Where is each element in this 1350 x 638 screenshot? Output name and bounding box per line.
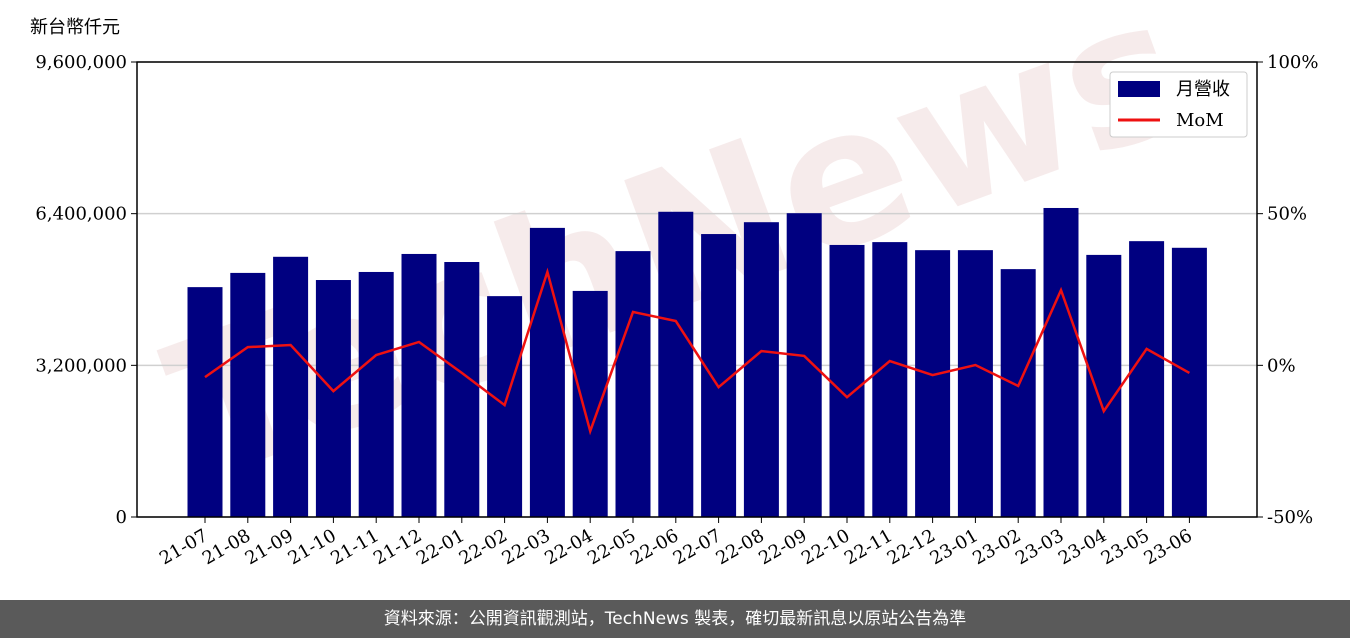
- x-tick-label: 22-01: [413, 525, 468, 569]
- legend-label: MoM: [1176, 110, 1224, 131]
- bar: [615, 251, 651, 517]
- y-tick-label: 0: [116, 507, 127, 528]
- bar: [1129, 241, 1165, 517]
- x-tick-label: 21-07: [156, 525, 211, 569]
- bar: [1043, 207, 1079, 517]
- x-tick-label: 23-05: [1098, 525, 1153, 569]
- x-tick-label: 22-09: [755, 525, 810, 569]
- x-tick-label: 21-12: [370, 525, 425, 569]
- y2-tick-label: 50%: [1267, 204, 1307, 225]
- y2-tick-label: -50%: [1267, 507, 1313, 528]
- x-tick-label: 22-04: [541, 525, 596, 569]
- x-tick-label: 21-08: [199, 525, 254, 569]
- x-tick-label: 23-04: [1055, 525, 1110, 569]
- x-tick-label: 23-01: [926, 525, 981, 569]
- y-axis-label: 新台幣仟元: [30, 17, 120, 38]
- x-tick-label: 21-11: [327, 525, 382, 569]
- legend-label: 月營收: [1176, 79, 1230, 100]
- y-tick-label: 9,600,000: [35, 52, 127, 73]
- footer: 資料來源：公開資訊觀測站，TechNews 製表，確切最新訊息以原站公告為準: [0, 600, 1350, 638]
- bar: [273, 256, 309, 517]
- x-tick-label: 23-03: [1012, 525, 1067, 569]
- x-tick-label: 22-10: [798, 525, 853, 569]
- bar: [230, 272, 266, 517]
- x-tick-label: 22-12: [884, 525, 939, 569]
- bar: [401, 253, 437, 517]
- bar: [358, 271, 394, 517]
- bar: [829, 244, 865, 517]
- bar: [786, 213, 822, 518]
- x-tick-label: 22-08: [712, 525, 767, 569]
- bar: [1171, 247, 1207, 517]
- y-tick-label: 6,400,000: [35, 204, 127, 225]
- x-tick-label: 22-07: [670, 525, 725, 569]
- x-tick-label: 23-06: [1140, 525, 1195, 569]
- x-tick-label: 22-11: [841, 525, 896, 569]
- bar: [187, 287, 223, 517]
- plot-frame: [136, 61, 1258, 518]
- bar: [957, 250, 993, 518]
- bar: [1086, 254, 1122, 517]
- y-tick-label: 3,200,000: [35, 355, 127, 376]
- legend-swatch: [1118, 81, 1160, 97]
- bar: [572, 290, 608, 517]
- x-tick-label: 22-05: [584, 525, 639, 569]
- x-tick-label: 23-02: [969, 525, 1024, 569]
- bar: [701, 234, 737, 517]
- bar: [444, 262, 480, 517]
- chart: 新台幣仟元 TechNews 03,200,0006,400,0009,600,…: [30, 0, 1318, 569]
- bar: [1000, 269, 1036, 517]
- bar: [915, 250, 951, 518]
- bar: [658, 211, 694, 518]
- y2-tick-label: 100%: [1267, 52, 1318, 73]
- x-tick-label: 22-02: [456, 525, 511, 569]
- line: [204, 267, 1191, 436]
- y2-tick-label: 0%: [1267, 355, 1296, 376]
- bar: [743, 222, 779, 517]
- bar: [872, 242, 908, 517]
- bar: [315, 280, 351, 517]
- x-tick-label: 21-10: [284, 525, 339, 569]
- x-tick-label: 22-06: [627, 525, 682, 569]
- legend: 月營收 MoM: [1109, 71, 1248, 138]
- x-tick-label: 22-03: [498, 525, 553, 569]
- x-tick-label: 21-09: [242, 525, 297, 569]
